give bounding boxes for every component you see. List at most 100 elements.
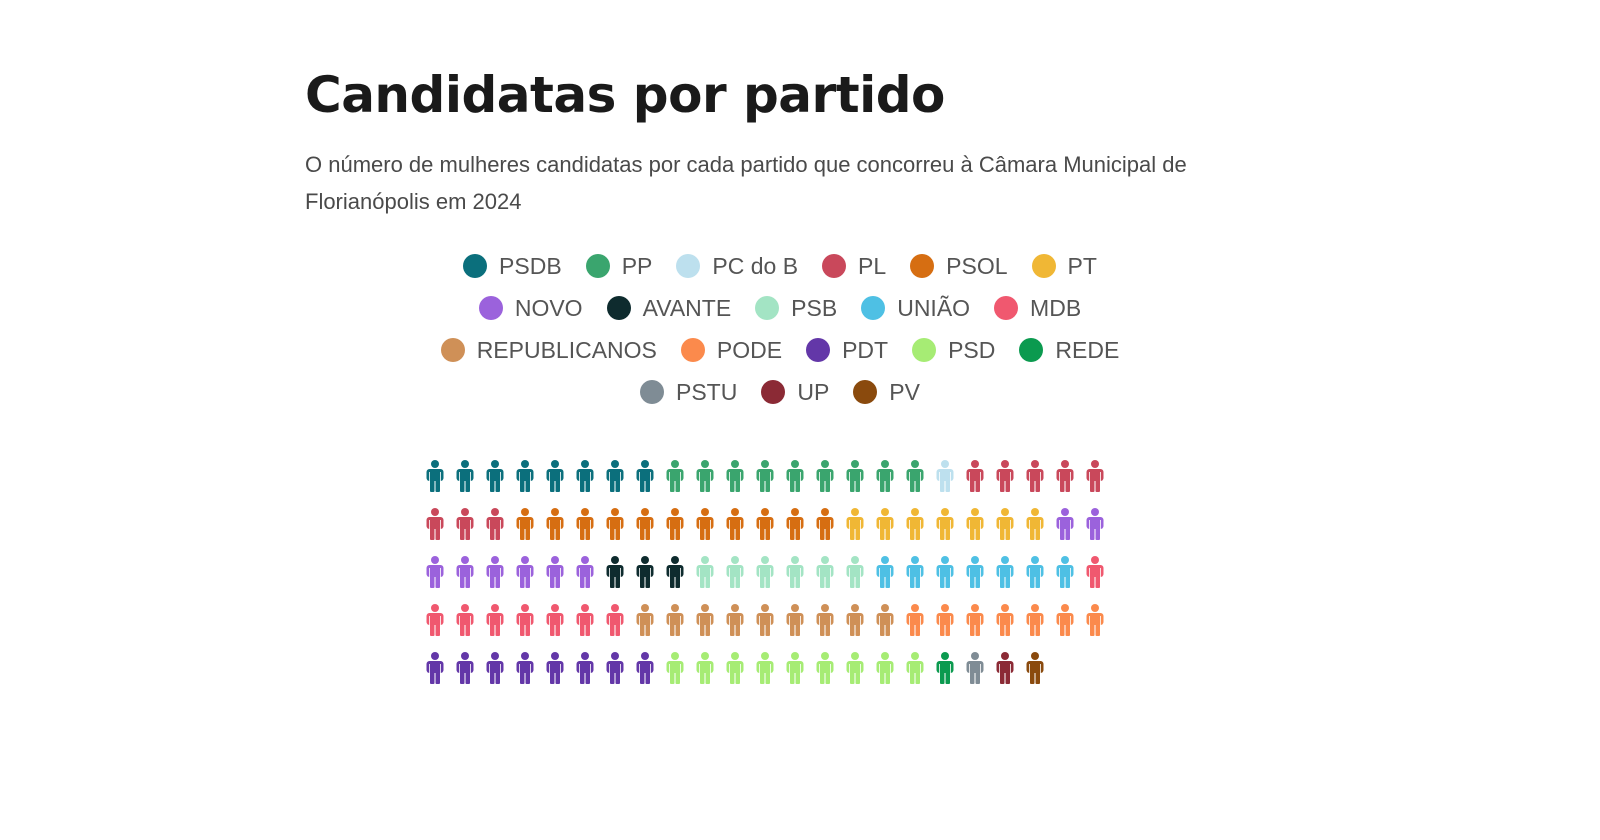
person-icon (1056, 460, 1074, 492)
person-icon (636, 604, 654, 636)
legend-label: PSB (791, 294, 838, 321)
legend-swatch (910, 254, 935, 278)
legend-item: REPUBLICANOS (440, 336, 657, 364)
person-icon (846, 556, 864, 588)
person-icon (666, 652, 684, 684)
person-icon (546, 604, 564, 636)
person-icon (936, 652, 954, 684)
person-icon (546, 460, 564, 492)
person-icon (936, 508, 954, 540)
legend-swatch (478, 296, 503, 320)
person-icon (456, 460, 474, 492)
person-icon (636, 652, 654, 684)
person-icon (486, 604, 504, 636)
person-icon (876, 556, 894, 588)
legend-swatch (606, 296, 631, 320)
person-icon (486, 652, 504, 684)
person-icon (666, 556, 684, 588)
person-icon (456, 556, 474, 588)
legend-item: UNIÃO (861, 295, 970, 322)
person-icon (996, 508, 1014, 540)
person-icon (426, 652, 444, 684)
person-icon (576, 508, 594, 540)
legend-label: UP (797, 378, 830, 405)
person-icon (996, 652, 1014, 684)
person-icon (756, 460, 774, 492)
legend-swatch (1031, 254, 1056, 278)
person-icon (516, 604, 534, 636)
person-icon (996, 604, 1014, 636)
legend-item: REDE (1019, 337, 1119, 364)
person-icon (696, 652, 714, 684)
legend-row: REPUBLICANOS PODE PDT PSD REDE (440, 334, 1119, 366)
legend-swatch (853, 380, 878, 404)
legend-label: NOVO (514, 294, 583, 321)
person-icon (456, 604, 474, 636)
legend-item: PL (822, 253, 886, 280)
legend-row: NOVO AVANTE PSB UNIÃO MDB (478, 292, 1082, 324)
legend-item: PSD (912, 337, 995, 364)
person-icon (486, 460, 504, 492)
legend-swatch (912, 338, 937, 362)
legend-label: MDB (1030, 294, 1082, 321)
person-icon (486, 508, 504, 540)
legend-item: PSB (755, 295, 837, 322)
legend-item: AVANTE (606, 294, 732, 322)
person-icon (756, 508, 774, 540)
person-icon (1026, 556, 1044, 588)
legend-swatch (585, 254, 610, 278)
person-icon (786, 556, 804, 588)
person-icon (426, 508, 444, 540)
person-icon (966, 604, 984, 636)
legend-label: AVANTE (642, 294, 732, 321)
person-icon (816, 460, 834, 492)
legend-label: PDT (842, 336, 889, 363)
legend-swatch (994, 296, 1019, 320)
person-icon (606, 652, 624, 684)
legend-label: REPUBLICANOS (476, 336, 657, 363)
person-icon (546, 652, 564, 684)
legend-swatch (676, 254, 701, 278)
legend-row: PSDB PP PC do B PL PSOL PT (463, 250, 1097, 282)
legend-swatch (806, 338, 831, 362)
person-icon (906, 652, 924, 684)
person-icon (846, 460, 864, 492)
person-icon (636, 556, 654, 588)
legend-row: PSTU UP PV (640, 376, 920, 408)
person-icon (726, 460, 744, 492)
legend-item: PV (853, 379, 920, 406)
person-icon (756, 556, 774, 588)
person-icon (606, 508, 624, 540)
person-icon (606, 556, 624, 588)
person-icon (696, 556, 714, 588)
person-icon (936, 460, 954, 492)
person-icon (516, 508, 534, 540)
person-icon (636, 460, 654, 492)
person-icon (1026, 604, 1044, 636)
person-icon (966, 556, 984, 588)
person-icon (846, 508, 864, 540)
legend-label: PSD (948, 336, 996, 363)
person-icon (456, 652, 474, 684)
legend-item: PSDB (463, 253, 562, 280)
person-icon (876, 652, 894, 684)
legend-swatch (761, 380, 786, 404)
person-icon (486, 556, 504, 588)
person-icon (816, 604, 834, 636)
person-icon (606, 460, 624, 492)
chart-title: Candidatas por partido (305, 66, 945, 124)
person-icon (1086, 460, 1104, 492)
legend-item: PP (585, 253, 652, 280)
person-icon (726, 604, 744, 636)
person-icon (966, 652, 984, 684)
person-icon (666, 460, 684, 492)
person-icon (696, 508, 714, 540)
person-icon (576, 556, 594, 588)
person-icon (936, 604, 954, 636)
person-icon (846, 652, 864, 684)
person-icon (936, 556, 954, 588)
person-icon (906, 460, 924, 492)
person-icon (516, 652, 534, 684)
legend-swatch (463, 254, 488, 278)
legend-swatch (440, 338, 465, 362)
